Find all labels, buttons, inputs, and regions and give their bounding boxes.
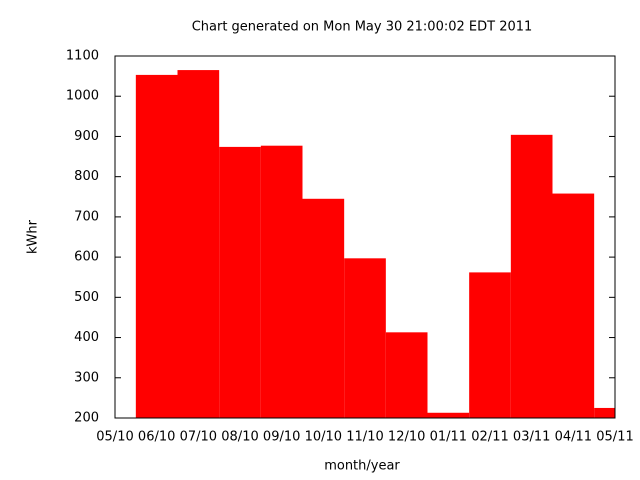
x-tick-label: 06/10 <box>138 430 175 445</box>
y-tick-label: 500 <box>74 290 99 305</box>
bar <box>260 145 303 418</box>
bar <box>385 332 428 418</box>
y-tick-label: 600 <box>74 250 99 265</box>
bar <box>344 258 386 418</box>
y-tick-label: 400 <box>74 330 99 345</box>
y-tick-label: 300 <box>74 370 99 385</box>
y-tick-label: 1000 <box>66 89 99 104</box>
bars <box>135 70 615 418</box>
x-tick-label: 05/10 <box>96 430 133 445</box>
bar <box>594 407 615 418</box>
y-tick-label: 200 <box>74 411 99 426</box>
bar <box>469 272 511 418</box>
chart-title: Chart generated on Mon May 30 21:00:02 E… <box>192 20 533 35</box>
bar <box>135 74 178 418</box>
x-tick-label: 03/11 <box>513 430 550 445</box>
x-tick-label: 10/10 <box>305 430 342 445</box>
x-axis-label: month/year <box>324 459 400 474</box>
x-tick-label: 12/10 <box>388 430 425 445</box>
bar <box>302 198 345 418</box>
y-tick-label: 700 <box>74 209 99 224</box>
plot-border <box>114 55 616 419</box>
bar <box>510 134 553 418</box>
x-tick-label: 01/11 <box>430 430 467 445</box>
x-tick-label: 05/11 <box>596 430 633 445</box>
x-tick-label: 04/11 <box>555 430 592 445</box>
x-tick-label: 02/11 <box>471 430 508 445</box>
x-tick-label: 07/10 <box>180 430 217 445</box>
y-tick-label: 900 <box>74 129 99 144</box>
y-tick-label: 1100 <box>66 49 99 64</box>
x-tick-label: 09/10 <box>263 430 300 445</box>
bar <box>219 146 261 418</box>
bar <box>427 412 470 418</box>
x-tick-label: 11/10 <box>346 430 383 445</box>
bar <box>552 193 595 418</box>
x-tick-label: 08/10 <box>221 430 258 445</box>
bar <box>177 70 220 418</box>
y-axis-label: kWhr <box>26 219 41 254</box>
y-tick-label: 800 <box>74 169 99 184</box>
